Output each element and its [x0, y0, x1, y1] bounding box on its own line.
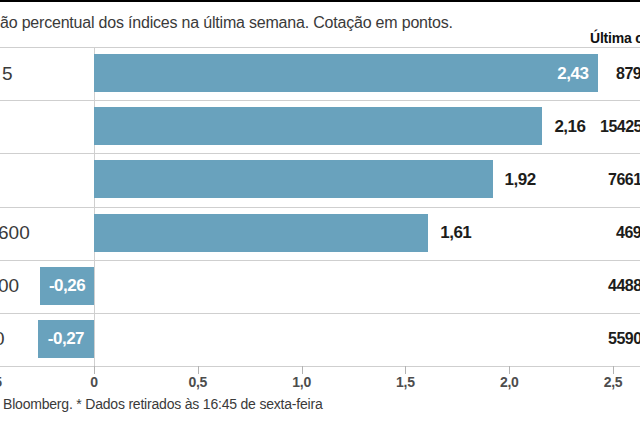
chart-title: ão percentual dos índices na última sema…: [0, 14, 640, 32]
bar-row: 5 2,43 879: [0, 47, 640, 100]
bar-value-label: 2,43: [540, 64, 588, 84]
bar-value-label: 1,92: [505, 170, 536, 190]
x-axis-line: [0, 366, 640, 367]
x-tick-mark: [509, 366, 510, 374]
bar-value-label: -0,27: [38, 329, 94, 349]
bar: [94, 54, 598, 92]
bar-row: 600 1,61 469: [0, 207, 640, 260]
x-tick-label: 0: [90, 374, 98, 390]
bar: [94, 107, 542, 145]
bar-value-label: 2,16: [554, 117, 585, 137]
index-label: 5: [2, 63, 13, 85]
source-note: Bloomberg. * Dados retirados às 16:45 de…: [3, 396, 640, 412]
last-quote: 879: [616, 65, 640, 83]
x-tick-mark: [94, 366, 95, 374]
bar-row: 2,16 15425: [0, 100, 640, 153]
index-label: 0: [0, 328, 5, 350]
bar-row: 0 -0,27 5590: [0, 313, 640, 366]
index-label: 600: [0, 222, 30, 244]
last-quote: 15425: [600, 118, 640, 136]
x-tick-mark: [613, 366, 614, 374]
bar: [94, 214, 428, 252]
last-quote: 469: [616, 224, 640, 242]
x-tick-mark: [198, 366, 199, 374]
last-quote: 5590: [608, 330, 640, 348]
x-tick-label: 0,5: [189, 374, 208, 390]
last-quote: 4488: [608, 277, 640, 295]
x-tick-label: -0,5: [0, 374, 2, 390]
bar-value-label: -0,26: [40, 276, 94, 296]
bar-row: 1,92 7661: [0, 153, 640, 206]
bar-value-label: 1,61: [440, 223, 471, 243]
bar-row: 00 -0,26 4488: [0, 260, 640, 313]
quote-column-header: Última c: [590, 30, 640, 46]
x-tick-label: 1,5: [396, 374, 415, 390]
x-tick-label: 1,0: [292, 374, 311, 390]
top-rule: [0, 0, 640, 2]
x-tick-mark: [405, 366, 406, 374]
x-tick-label: 2,5: [604, 374, 623, 390]
x-tick-label: 2,0: [500, 374, 519, 390]
index-label: 00: [0, 275, 19, 297]
bar-chart: ão percentual dos índices na última sema…: [0, 0, 640, 426]
bar: [94, 160, 493, 198]
x-tick-mark: [302, 366, 303, 374]
last-quote: 7661: [608, 171, 640, 189]
